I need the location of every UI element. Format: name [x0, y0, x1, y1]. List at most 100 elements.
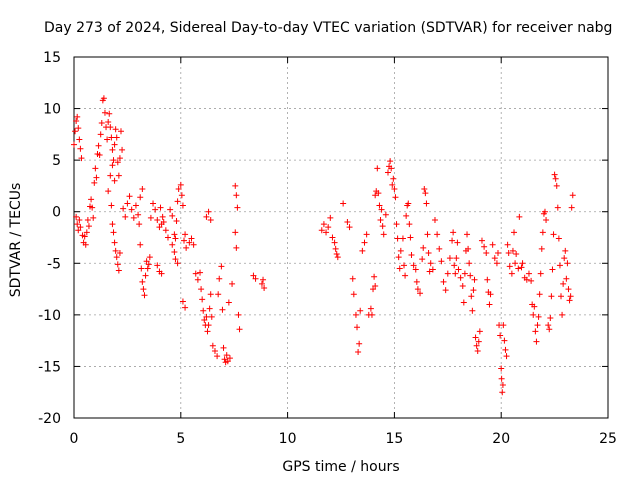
data-point — [491, 255, 498, 262]
data-point — [467, 272, 474, 279]
data-point — [534, 322, 541, 329]
data-point — [562, 247, 569, 254]
data-point — [171, 248, 178, 255]
data-point — [453, 255, 460, 262]
y-tick-label: 10 — [43, 102, 61, 118]
data-point — [420, 244, 427, 251]
data-point — [355, 348, 362, 355]
data-point — [504, 241, 511, 248]
data-point — [500, 322, 507, 329]
data-point — [169, 212, 176, 219]
data-point — [232, 229, 239, 236]
data-point — [112, 126, 119, 133]
data-point — [555, 235, 562, 242]
data-point — [199, 296, 206, 303]
data-point — [454, 239, 461, 246]
data-point — [565, 286, 572, 293]
data-point — [427, 260, 434, 267]
data-point — [173, 217, 180, 224]
data-point — [440, 278, 447, 285]
data-point — [401, 262, 408, 269]
data-point — [218, 263, 225, 270]
data-point — [229, 280, 236, 287]
data-point — [147, 214, 154, 221]
data-point — [109, 162, 116, 169]
data-point — [122, 213, 129, 220]
data-point — [85, 223, 92, 230]
tick-layer: 0 5 10 15 20 25 -20 -15 -10 -5 0 5 10 15 — [38, 50, 617, 447]
data-point — [128, 206, 135, 213]
data-point — [505, 249, 512, 256]
data-point — [172, 256, 179, 263]
data-point — [438, 258, 445, 265]
data-point — [551, 171, 558, 178]
data-point — [537, 270, 544, 277]
data-point — [371, 273, 378, 280]
data-point — [205, 208, 212, 215]
data-point — [553, 182, 560, 189]
data-point — [82, 241, 89, 248]
data-point — [116, 155, 123, 162]
data-point — [116, 249, 123, 256]
data-point — [205, 322, 212, 329]
data-point — [552, 175, 559, 182]
data-point — [160, 219, 167, 226]
data-point — [162, 227, 169, 234]
data-point — [154, 216, 161, 223]
data-point — [96, 151, 103, 158]
data-point — [569, 192, 576, 199]
data-point — [425, 249, 432, 256]
data-point — [543, 216, 550, 223]
data-point — [81, 233, 88, 240]
data-point — [390, 175, 397, 182]
data-point — [115, 172, 122, 179]
data-point — [216, 275, 223, 282]
data-point — [181, 237, 188, 244]
data-point — [506, 263, 513, 270]
data-point — [327, 214, 334, 221]
data-point — [568, 204, 575, 211]
data-point — [177, 181, 184, 188]
data-point — [379, 223, 386, 230]
data-point — [198, 286, 205, 293]
data-point — [159, 213, 166, 220]
data-point — [115, 267, 122, 274]
data-point — [73, 213, 80, 220]
data-point — [90, 214, 97, 221]
data-point — [97, 131, 104, 138]
data-point — [436, 245, 443, 252]
data-point — [465, 245, 472, 252]
data-point — [225, 299, 232, 306]
data-point — [139, 186, 146, 193]
data-point — [178, 192, 185, 199]
data-point — [502, 346, 509, 353]
data-point — [410, 262, 417, 269]
data-point — [426, 268, 433, 275]
data-point — [468, 293, 475, 300]
data-point — [72, 128, 79, 135]
x-tick-label: 25 — [599, 431, 617, 447]
data-point — [318, 227, 325, 234]
data-point — [499, 381, 506, 388]
data-point — [260, 276, 267, 283]
data-point — [498, 375, 505, 382]
data-point — [545, 322, 552, 329]
data-point — [75, 125, 82, 132]
data-point — [413, 278, 420, 285]
data-point — [346, 224, 353, 231]
data-point — [226, 355, 233, 362]
data-point — [501, 337, 508, 344]
data-point — [92, 165, 99, 172]
data-point — [392, 194, 399, 201]
data-point — [258, 280, 265, 287]
data-point — [164, 234, 171, 241]
data-point — [376, 202, 383, 209]
data-point — [559, 311, 566, 318]
data-point — [523, 276, 530, 283]
data-point — [388, 165, 395, 172]
data-point — [333, 251, 340, 258]
data-point — [74, 113, 81, 120]
data-point — [478, 237, 485, 244]
data-point — [446, 255, 453, 262]
data-point — [106, 110, 113, 117]
